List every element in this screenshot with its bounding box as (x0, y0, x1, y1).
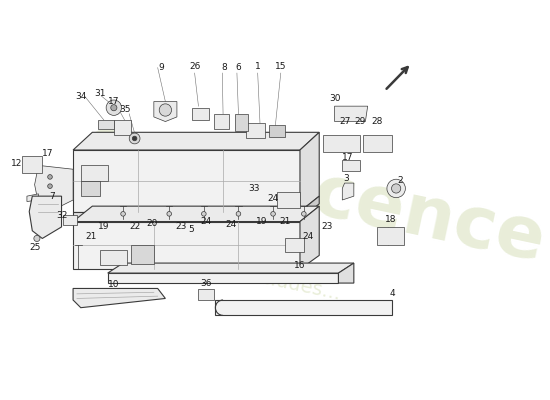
Text: 24: 24 (267, 194, 279, 203)
Polygon shape (300, 196, 319, 219)
Text: 3: 3 (343, 174, 349, 183)
Polygon shape (98, 120, 114, 129)
Text: 2: 2 (397, 176, 403, 185)
Circle shape (121, 212, 125, 216)
Polygon shape (63, 215, 77, 225)
Polygon shape (27, 194, 38, 202)
Polygon shape (81, 181, 100, 196)
Text: 23: 23 (175, 222, 186, 232)
Text: 25: 25 (29, 243, 40, 252)
Polygon shape (216, 300, 392, 315)
Text: 28: 28 (371, 117, 383, 126)
Circle shape (34, 235, 40, 242)
Text: 15: 15 (275, 62, 287, 72)
Text: 19: 19 (256, 217, 267, 226)
Text: 30: 30 (329, 94, 340, 103)
Text: 20: 20 (147, 218, 158, 228)
Text: 29: 29 (354, 117, 366, 126)
Text: a passion that includes...: a passion that includes... (100, 235, 342, 304)
Polygon shape (100, 250, 127, 265)
Text: 12: 12 (11, 158, 23, 168)
Circle shape (387, 179, 405, 198)
Polygon shape (73, 288, 166, 308)
Polygon shape (73, 132, 319, 150)
Circle shape (48, 175, 52, 179)
Circle shape (271, 212, 276, 216)
Polygon shape (363, 135, 392, 152)
Text: 24: 24 (225, 220, 236, 229)
Text: 16: 16 (294, 261, 306, 270)
Polygon shape (323, 135, 360, 152)
Text: 6: 6 (235, 63, 241, 72)
Text: 9: 9 (158, 63, 164, 72)
Text: eurolicence: eurolicence (77, 111, 550, 276)
Text: 32: 32 (56, 211, 67, 220)
Polygon shape (131, 245, 154, 264)
Polygon shape (334, 106, 368, 122)
Polygon shape (81, 165, 108, 181)
Circle shape (167, 212, 172, 216)
Circle shape (129, 133, 140, 144)
Polygon shape (246, 123, 266, 138)
Circle shape (236, 212, 241, 216)
Text: 34: 34 (75, 92, 86, 101)
Polygon shape (35, 165, 73, 208)
Circle shape (160, 104, 172, 116)
Text: 23: 23 (321, 222, 333, 232)
Circle shape (201, 212, 206, 216)
Text: 36: 36 (200, 278, 212, 288)
Text: 1: 1 (255, 62, 261, 72)
Text: 24: 24 (302, 232, 314, 242)
Polygon shape (377, 227, 404, 245)
Text: 27: 27 (339, 117, 350, 126)
Polygon shape (214, 114, 229, 129)
Circle shape (392, 184, 401, 193)
Polygon shape (73, 222, 300, 269)
Polygon shape (338, 263, 354, 283)
Text: 18: 18 (385, 216, 397, 224)
Text: 17: 17 (108, 97, 119, 106)
Polygon shape (73, 206, 319, 222)
Polygon shape (114, 120, 131, 135)
Polygon shape (192, 108, 209, 120)
Text: 31: 31 (94, 89, 106, 98)
Polygon shape (73, 212, 300, 219)
Circle shape (133, 136, 137, 141)
Polygon shape (277, 192, 300, 208)
Polygon shape (29, 196, 62, 238)
Circle shape (106, 100, 122, 115)
Polygon shape (108, 263, 354, 273)
Polygon shape (154, 102, 177, 122)
Polygon shape (21, 156, 42, 173)
Polygon shape (73, 150, 300, 212)
Text: 8: 8 (221, 63, 227, 72)
Polygon shape (284, 238, 304, 252)
Circle shape (301, 212, 306, 216)
Text: 24: 24 (201, 217, 212, 226)
Polygon shape (269, 125, 284, 137)
Text: 21: 21 (279, 217, 290, 226)
Text: 21: 21 (85, 232, 96, 242)
Text: 19: 19 (98, 222, 109, 232)
Text: 5: 5 (188, 225, 194, 234)
Text: 17: 17 (42, 149, 53, 158)
Polygon shape (235, 114, 248, 131)
Text: 7: 7 (50, 192, 55, 201)
Polygon shape (342, 183, 354, 200)
Text: 17: 17 (342, 153, 354, 162)
Text: 26: 26 (189, 62, 200, 72)
Text: 35: 35 (119, 105, 130, 114)
Text: 33: 33 (248, 184, 260, 193)
Polygon shape (300, 132, 319, 212)
Polygon shape (300, 206, 319, 269)
Polygon shape (342, 160, 360, 171)
Text: 22: 22 (129, 222, 140, 232)
Polygon shape (108, 273, 338, 283)
Polygon shape (199, 289, 214, 300)
Circle shape (111, 105, 117, 111)
Text: 4: 4 (389, 289, 395, 298)
Text: 10: 10 (108, 280, 119, 289)
Circle shape (48, 184, 52, 188)
